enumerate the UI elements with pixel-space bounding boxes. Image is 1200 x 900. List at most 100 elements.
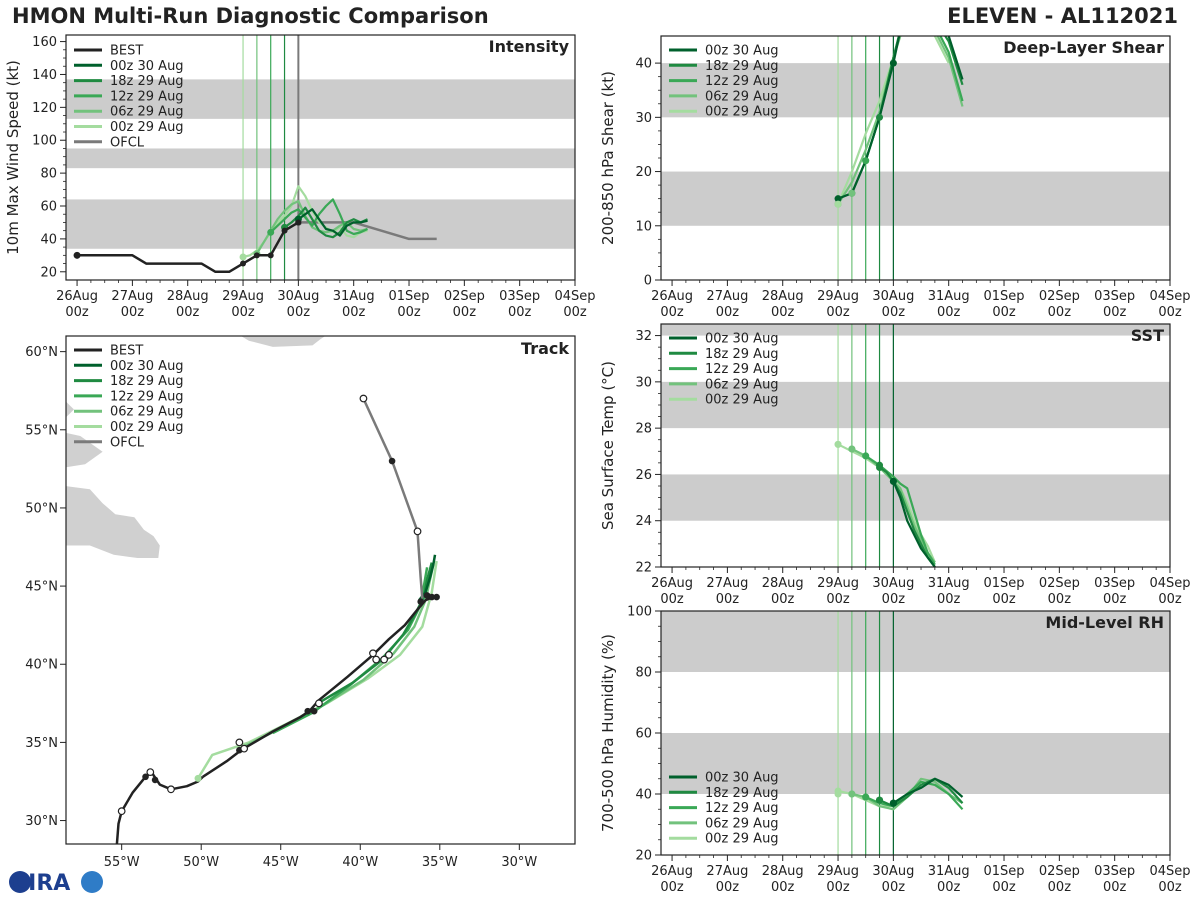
track-land-2 <box>66 401 74 418</box>
rh-xtick-date-4: 30Aug <box>872 864 914 879</box>
track-fix-filled-best-0 <box>142 773 149 781</box>
track-legend-label-12z-29-aug: 12z 29 Aug <box>110 389 184 404</box>
track-legend-label-best: BEST <box>110 344 143 359</box>
track-ytick-label-4: 50°N <box>25 501 58 516</box>
shear-xtick-hour-1: 00z <box>716 305 740 320</box>
track-xtick-label-2: 45°W <box>263 855 299 870</box>
shear-init-marker-0 <box>834 200 842 208</box>
intensity-ytick-label-80: 80 <box>40 167 57 182</box>
shear-init-marker-3 <box>876 113 884 121</box>
shear-xtick-date-0: 26Aug <box>651 289 693 304</box>
sst-series-00z-30-aug <box>892 480 936 567</box>
shear-xtick-date-4: 30Aug <box>872 289 914 304</box>
intensity-xtick-date-8: 03Sep <box>499 289 540 304</box>
track-legend-label-ofcl: OFCL <box>110 435 145 450</box>
intensity-start-point-best <box>73 251 81 259</box>
sst-frame <box>660 323 1171 568</box>
rh-init-marker-2 <box>862 793 870 801</box>
track-fix-open-1 <box>240 744 249 753</box>
track-land-3 <box>241 336 326 347</box>
sst-xtick-hour-5: 00z <box>937 592 961 607</box>
sst-xtick-hour-3: 00z <box>826 592 850 607</box>
shear-xtick-date-5: 31Aug <box>928 289 970 304</box>
sst-xtick-hour-7: 00z <box>1048 592 1072 607</box>
rh-xtick-date-0: 26Aug <box>651 864 693 879</box>
cira-logo-globe-icon <box>9 871 31 893</box>
track-fix-open-ofcl-0 <box>413 527 422 536</box>
shear-panel: 01020304026Aug00z27Aug00z28Aug00z29Aug00… <box>599 35 1191 320</box>
track-fix-filled-5 <box>428 593 436 601</box>
shear-xtick-hour-6: 00z <box>992 305 1016 320</box>
rh-series-12z-29-aug <box>865 780 964 811</box>
track-series-best <box>115 770 204 844</box>
shear-series-00z-29-aug <box>836 36 950 205</box>
track-fix-open-best-2 <box>167 785 175 794</box>
sst-ytick-label-30: 30 <box>635 375 652 390</box>
shear-legend-label-12z-29-aug: 12z 29 Aug <box>705 74 779 89</box>
intensity-xtick-date-2: 28Aug <box>167 289 209 304</box>
track-ytick-label-1: 35°N <box>25 736 58 751</box>
shear-series-00z-30-aug <box>837 36 964 200</box>
sst-ytick-label-24: 24 <box>635 514 652 529</box>
shear-xtick-date-6: 01Sep <box>983 289 1024 304</box>
intensity-xtick-date-7: 02Sep <box>444 289 485 304</box>
shear-ytick-label-40: 40 <box>635 57 652 72</box>
rh-init-marker-1 <box>848 790 856 798</box>
intensity-xtick-hour-0: 00z <box>65 305 89 320</box>
sst-xtick-hour-0: 00z <box>660 592 684 607</box>
track-legend-label-00z-29-aug: 00z 29 Aug <box>110 420 184 435</box>
rh-xtick-hour-3: 00z <box>826 880 850 895</box>
intensity-best-marker-0 <box>240 260 247 267</box>
track-legend-label-00z-30-aug: 00z 30 Aug <box>110 359 184 374</box>
track-frame <box>65 335 576 845</box>
sst-ylabel: Sea Surface Temp (°C) <box>599 361 617 530</box>
sst-xtick-date-2: 28Aug <box>762 576 804 591</box>
sst-xtick-hour-2: 00z <box>771 592 795 607</box>
track-ytick-label-6: 60°N <box>25 345 58 360</box>
intensity-xtick-hour-3: 00z <box>231 305 255 320</box>
rh-xtick-hour-5: 00z <box>937 880 961 895</box>
rh-xtick-hour-8: 00z <box>1103 880 1127 895</box>
sst-xtick-hour-1: 00z <box>716 592 740 607</box>
shear-xtick-hour-7: 00z <box>1048 305 1072 320</box>
shear-legend-label-18z-29-aug: 18z 29 Aug <box>705 59 779 74</box>
sst-legend-label-18z-29-aug: 18z 29 Aug <box>705 347 779 362</box>
track-xtick-label-4: 35°W <box>422 855 458 870</box>
rh-ytick-label-60: 60 <box>635 727 652 742</box>
shear-xtick-date-7: 02Sep <box>1039 289 1080 304</box>
shear-xtick-date-2: 28Aug <box>762 289 804 304</box>
track-xtick-label-0: 55°W <box>104 855 140 870</box>
shear-ytick-label-0: 0 <box>644 274 652 289</box>
intensity-best-marker-1 <box>253 252 260 259</box>
sst-xtick-hour-6: 00z <box>992 592 1016 607</box>
rh-legend-label-12z-29-aug: 12z 29 Aug <box>705 801 779 816</box>
track-fix-open-5 <box>380 655 389 664</box>
intensity-ytick-label-40: 40 <box>40 232 57 247</box>
intensity-legend-label-00z-30-aug: 00z 30 Aug <box>110 59 184 74</box>
rh-xtick-date-1: 27Aug <box>706 864 748 879</box>
rh-legend-label-18z-29-aug: 18z 29 Aug <box>705 786 779 801</box>
intensity-best-marker-4 <box>295 219 302 226</box>
sst-xtick-hour-9: 00z <box>1158 592 1182 607</box>
intensity-xtick-date-4: 30Aug <box>277 289 319 304</box>
shear-xtick-hour-4: 00z <box>882 305 906 320</box>
rh-ytick-label-40: 40 <box>635 788 652 803</box>
track-xtick-label-1: 50°W <box>183 855 219 870</box>
intensity-xtick-hour-5: 00z <box>342 305 366 320</box>
sst-legend-label-00z-29-aug: 00z 29 Aug <box>705 393 779 408</box>
sst-ytick-label-22: 22 <box>635 561 652 576</box>
sst-legend-label-06z-29-aug: 06z 29 Aug <box>705 377 779 392</box>
track-series-00z-29-aug <box>196 560 438 780</box>
intensity-ylabel: 10m Max Wind Speed (kt) <box>4 60 22 255</box>
rh-ytick-label-80: 80 <box>635 666 652 681</box>
rh-init-marker-4 <box>889 799 897 807</box>
rh-xtick-date-7: 02Sep <box>1039 864 1080 879</box>
intensity-xtick-hour-7: 00z <box>453 305 477 320</box>
sst-xtick-hour-8: 00z <box>1103 592 1127 607</box>
rh-xtick-hour-0: 00z <box>660 880 684 895</box>
intensity-xtick-date-9: 04Sep <box>554 289 595 304</box>
rh-panel: 2040608010026Aug00z27Aug00z28Aug00z29Aug… <box>599 605 1191 896</box>
shear-band-0 <box>661 171 1170 226</box>
track-series-00z-30-aug <box>418 554 437 601</box>
